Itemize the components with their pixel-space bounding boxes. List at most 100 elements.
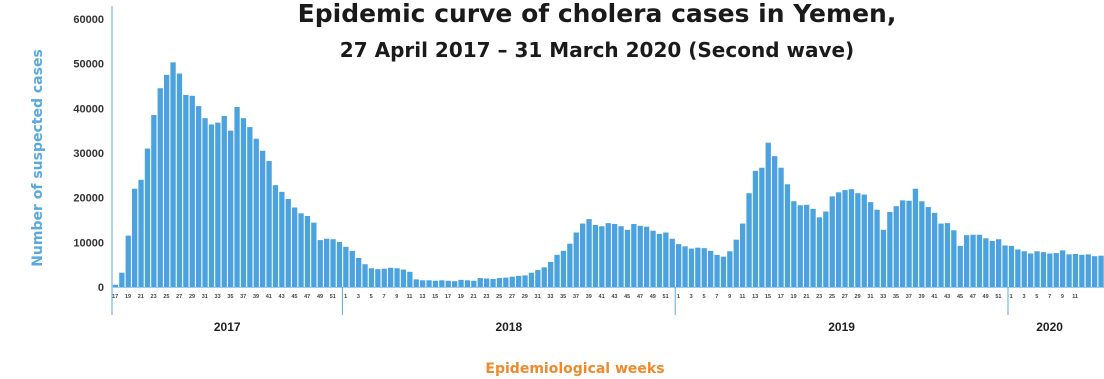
bar <box>1034 251 1040 287</box>
bar <box>599 226 605 287</box>
bar <box>535 270 541 287</box>
x-tick-label: 29 <box>522 294 528 300</box>
x-tick-label: 37 <box>573 294 579 300</box>
bar <box>688 248 695 287</box>
x-tick-label: 49 <box>983 294 989 300</box>
bar <box>228 130 234 287</box>
year-label: 2019 <box>828 320 855 334</box>
x-tick-label: 3 <box>357 294 360 300</box>
x-tick-label: 37 <box>240 294 246 300</box>
x-tick-label: 33 <box>547 294 553 300</box>
bar <box>266 161 272 287</box>
bar <box>765 142 771 287</box>
bar <box>829 196 835 287</box>
bar <box>836 192 842 287</box>
x-tick-label: 39 <box>919 294 925 300</box>
bar <box>880 229 887 287</box>
bar <box>573 232 579 287</box>
bar <box>132 188 138 287</box>
x-tick-label: 5 <box>702 294 705 300</box>
x-tick-label: 35 <box>227 294 233 300</box>
bar <box>1008 245 1015 287</box>
bar <box>656 233 663 287</box>
x-tick-label: 31 <box>202 294 208 300</box>
bar <box>592 224 599 287</box>
bar <box>663 232 669 287</box>
x-tick-label: 27 <box>842 294 848 300</box>
x-tick-label: 7 <box>382 294 385 300</box>
bar <box>356 257 362 287</box>
bar <box>292 207 298 287</box>
x-tick-label: 29 <box>855 294 861 300</box>
bar <box>522 275 528 287</box>
x-tick-label: 41 <box>599 294 605 300</box>
x-tick-label: 37 <box>906 294 912 300</box>
x-axis: 17 19 21 23 25 27 29 31 33 35 37 39 41 43 45 47 49 51 1 3 5 7… <box>112 287 1104 334</box>
bar <box>906 200 912 287</box>
bar <box>708 250 714 287</box>
bar <box>503 277 509 287</box>
bar <box>989 240 995 287</box>
bar <box>893 206 899 287</box>
bar <box>1060 250 1066 287</box>
bar <box>426 280 432 287</box>
bar <box>452 281 458 287</box>
x-tick-label: 43 <box>611 294 617 300</box>
x-tick-label: 45 <box>624 294 630 300</box>
bar <box>759 167 765 287</box>
bar <box>1072 253 1079 287</box>
y-tick-label: 10000 <box>73 237 104 249</box>
y-tick-label: 20000 <box>73 193 104 205</box>
bar <box>279 191 285 287</box>
bar <box>420 280 426 287</box>
bar <box>1021 251 1027 287</box>
x-tick-label: 19 <box>125 294 131 300</box>
bar <box>509 276 515 287</box>
x-tick-label: 19 <box>458 294 464 300</box>
bar <box>407 271 413 287</box>
bar <box>560 250 567 287</box>
y-tick-label: 0 <box>98 282 104 294</box>
bar <box>605 223 611 287</box>
x-tick-label: 9 <box>1061 294 1064 300</box>
bar <box>810 208 816 287</box>
bar <box>848 189 855 287</box>
bar <box>484 278 490 287</box>
x-tick-label: 23 <box>151 294 157 300</box>
bar <box>855 193 861 287</box>
x-tick-label: 33 <box>880 294 886 300</box>
x-tick-label: 17 <box>778 294 784 300</box>
bar <box>496 278 503 287</box>
bar <box>336 241 343 287</box>
x-tick-label: 3 <box>1022 294 1025 300</box>
year-label: 2018 <box>495 320 522 334</box>
x-tick-label: 51 <box>995 294 1001 300</box>
x-tick-label: 21 <box>803 294 809 300</box>
x-tick-label: 5 <box>370 294 373 300</box>
x-tick-label: 43 <box>279 294 285 300</box>
bar <box>944 223 951 287</box>
bar <box>458 279 464 287</box>
bar <box>1098 255 1104 287</box>
bar <box>1066 254 1072 287</box>
bar <box>624 229 631 287</box>
x-tick-label: 31 <box>867 294 873 300</box>
bar <box>164 74 170 287</box>
bar <box>868 202 874 287</box>
bar <box>183 94 189 288</box>
x-tick-label: 35 <box>560 294 566 300</box>
bar <box>157 88 163 287</box>
x-tick-label: 47 <box>637 294 643 300</box>
x-tick-label: 1 <box>344 294 347 300</box>
bar <box>400 269 407 287</box>
chart-subtitle: 27 April 2017 – 31 March 2020 (Second wa… <box>340 38 854 62</box>
x-tick-label: 51 <box>663 294 669 300</box>
bar <box>247 127 253 287</box>
bar <box>388 267 394 287</box>
x-tick-label: 47 <box>970 294 976 300</box>
bar <box>887 211 893 287</box>
x-tick-label: 21 <box>471 294 477 300</box>
bar <box>861 194 867 287</box>
bar <box>548 261 554 287</box>
bar <box>208 124 215 287</box>
